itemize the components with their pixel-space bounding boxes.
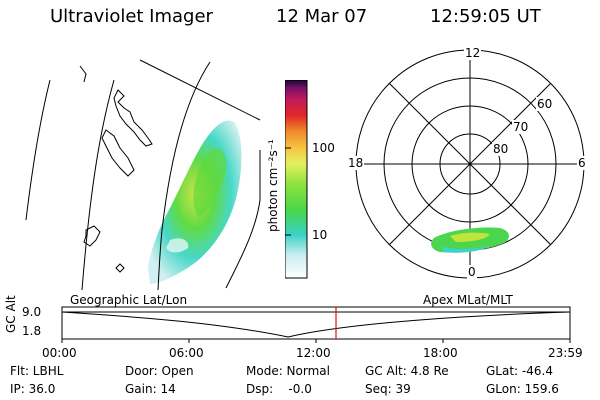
coastline [113, 89, 153, 147]
coastline [115, 263, 125, 273]
mlt-label-6: 6 [577, 156, 587, 170]
altitude-strip [61, 306, 571, 343]
lat-lon-line [225, 150, 261, 289]
lat-lon-line [81, 79, 115, 290]
time-label: 12:59:05 UT [430, 6, 541, 27]
status-glat: GLat: -46.4 [486, 364, 553, 378]
coastline [101, 129, 135, 177]
colorbar-tick-10: 10 [312, 228, 328, 242]
status-filter: Flt: LBHL [10, 364, 64, 378]
coastline [79, 65, 87, 83]
status-glon: GLon: 159.6 [486, 382, 559, 396]
xtick-1200: 12:00 [296, 346, 331, 360]
app-title: Ultraviolet Imager [50, 6, 213, 27]
mlt-label-0: 0 [467, 265, 477, 279]
polar-panel-label: Apex MLat/MLT [423, 293, 513, 307]
xtick-0600: 06:00 [169, 346, 204, 360]
lat-label-60: 60 [536, 97, 554, 111]
xtick-0000: 00:00 [42, 346, 77, 360]
status-seq: Seq: 39 [365, 382, 411, 396]
status-gain: Gain: 14 [125, 382, 176, 396]
lat-label-70: 70 [512, 120, 530, 134]
lat-lon-line [157, 61, 211, 290]
strip-ylabel: GC Alt [4, 295, 18, 333]
altitude-curve [61, 311, 571, 338]
lat-label-80: 80 [492, 142, 510, 156]
status-dsp: Dsp: -0.0 [246, 382, 312, 396]
geo-panel-label: Geographic Lat/Lon [70, 293, 188, 307]
colorbar [285, 80, 308, 279]
status-ip: IP: 36.0 [10, 382, 56, 396]
mlt-label-12: 12 [464, 46, 482, 60]
lat-lon-line [25, 79, 51, 221]
mlt-line [388, 82, 552, 246]
polar-plot [355, 49, 585, 279]
strip-ytick-bottom: 1.8 [22, 324, 42, 338]
colorbar-tick-100: 100 [312, 141, 335, 155]
status-door: Door: Open [125, 364, 194, 378]
mlt-label-18: 18 [347, 156, 365, 170]
strip-ytick-top: 9.0 [22, 305, 42, 319]
status-gc-alt: GC Alt: 4.8 Re [365, 364, 449, 378]
status-mode: Mode: Normal [246, 364, 330, 378]
xtick-1800: 18:00 [423, 346, 458, 360]
xtick-2359: 23:59 [548, 346, 583, 360]
geographic-map [25, 59, 261, 290]
lat-lon-line [139, 59, 261, 121]
colorbar-unit-label: photon cm⁻²s⁻¹ [266, 139, 280, 232]
date-label: 12 Mar 07 [276, 6, 368, 27]
coastline [83, 225, 101, 247]
